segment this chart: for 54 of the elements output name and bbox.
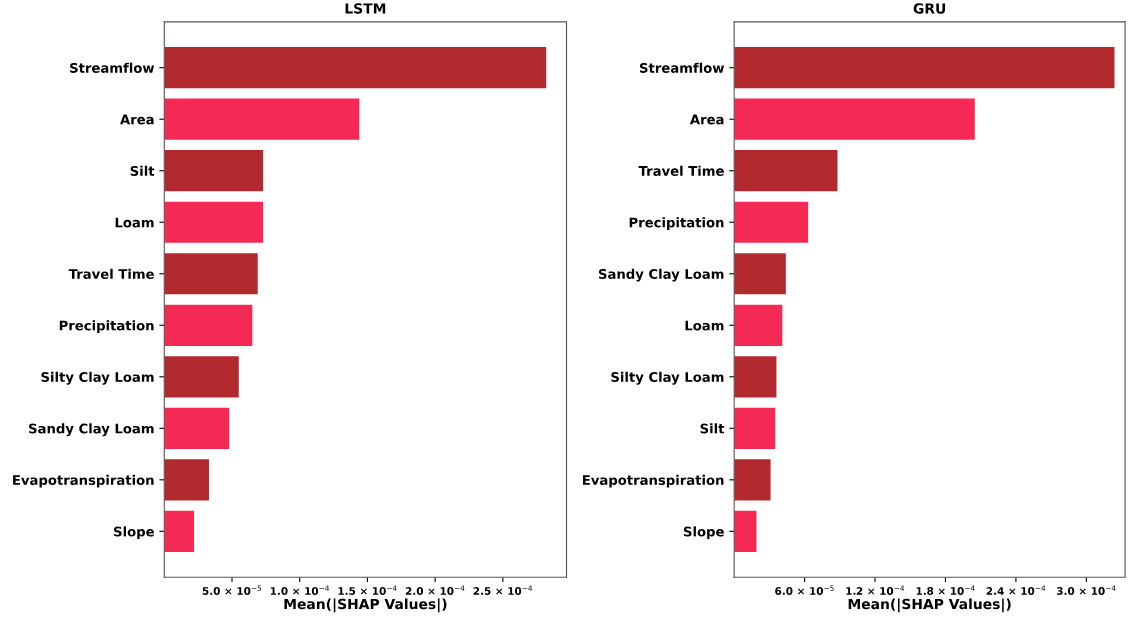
- bar: [164, 407, 230, 449]
- bar: [734, 510, 757, 552]
- y-tick-label: Loam: [685, 320, 724, 331]
- y-tick-label: Travel Time: [68, 268, 154, 279]
- bar: [164, 47, 547, 89]
- bar: [734, 304, 783, 346]
- y-tick-label: Silt: [130, 165, 155, 176]
- bar: [164, 510, 195, 552]
- bar: [734, 98, 975, 140]
- bar: [164, 304, 253, 346]
- y-tick-label: Sandy Clay Loam: [598, 268, 724, 282]
- chart-title: LSTM: [345, 3, 386, 14]
- bar: [164, 459, 209, 501]
- y-tick-label: Evapotranspiration: [583, 474, 724, 488]
- bar: [734, 356, 777, 398]
- bar: [734, 253, 786, 295]
- bar: [164, 98, 360, 140]
- y-tick-label: Precipitation: [59, 320, 154, 334]
- bar: [734, 459, 771, 501]
- x-tick-label: 2.0 × 10$^{−4}$: [405, 585, 465, 595]
- bar: [164, 201, 264, 243]
- y-tick-label: Precipitation: [629, 217, 724, 230]
- x-tick-label: 1.5 × 10$^{−4}$: [338, 585, 397, 595]
- x-tick-label: 1.0 × 10$^{−4}$: [270, 585, 330, 595]
- bar: [734, 150, 838, 192]
- y-tick-label: Loam: [115, 217, 154, 228]
- bar: [734, 407, 776, 449]
- chart-title: GRU: [913, 3, 946, 14]
- y-tick-label: Silt: [700, 423, 725, 434]
- x-tick-label: 1.2 × 10$^{−4}$: [846, 585, 905, 595]
- y-tick-label: Slope: [683, 526, 724, 540]
- bar: [734, 47, 1115, 89]
- bar: [734, 201, 809, 243]
- y-tick-label: Sandy Clay Loam: [29, 423, 154, 437]
- bar: [164, 150, 264, 192]
- x-tick-label: 3.0 × 10$^{−4}$: [1056, 585, 1116, 595]
- x-tick-label: 2.5 × 10$^{−4}$: [473, 585, 533, 595]
- y-tick-label: Slope: [114, 526, 154, 540]
- y-tick-label: Silty Clay Loam: [41, 371, 154, 385]
- y-tick-label: Streamflow: [639, 62, 724, 73]
- y-tick-label: Streamflow: [70, 62, 155, 73]
- x-tick-label: 5.0 × 10$^{−5}$: [202, 585, 262, 595]
- bar: [164, 253, 258, 295]
- y-tick-label: Travel Time: [638, 165, 724, 176]
- y-tick-label: Evapotranspiration: [13, 474, 154, 488]
- x-tick-label: 1.8 × 10$^{−4}$: [916, 585, 975, 595]
- y-tick-label: Area: [120, 114, 154, 125]
- bar: [164, 356, 239, 398]
- y-tick-label: Area: [689, 114, 724, 125]
- x-tick-label: 6.0 × 10$^{−5}$: [775, 585, 834, 595]
- x-axis-title: Mean(|SHAP Values|): [848, 598, 1011, 613]
- y-tick-label: Silty Clay Loam: [611, 371, 724, 385]
- x-tick-label: 2.4 × 10$^{−4}$: [986, 585, 1046, 595]
- x-axis-title: Mean(|SHAP Values|): [284, 598, 447, 613]
